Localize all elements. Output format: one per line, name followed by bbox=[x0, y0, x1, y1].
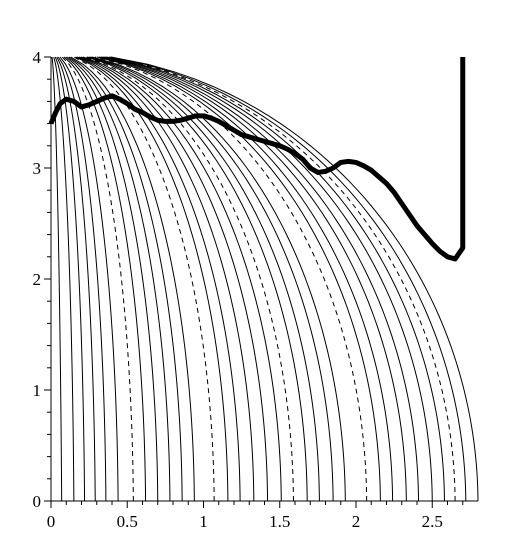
contour-line-7 bbox=[61, 56, 134, 502]
contour-line-27 bbox=[100, 56, 407, 502]
axes: 0 0.5 1 1.5 2 2.5 0 1 2 3 4 bbox=[33, 48, 478, 531]
contour-line-6 bbox=[59, 56, 119, 502]
series-line-1 bbox=[48, 57, 466, 262]
contour-line-10 bbox=[67, 56, 171, 502]
contour-line-21 bbox=[88, 56, 320, 502]
contour-line-9 bbox=[65, 56, 159, 502]
contour-lines bbox=[51, 56, 479, 502]
y-tick-label-3: 2 bbox=[33, 270, 42, 289]
y-tick-label-5: 4 bbox=[33, 48, 42, 67]
contour-line-5 bbox=[57, 56, 107, 502]
contour-line-12 bbox=[70, 56, 195, 502]
contour-line-22 bbox=[90, 56, 334, 502]
contour-line-19 bbox=[84, 56, 294, 502]
contour-line-17 bbox=[81, 56, 269, 502]
contour-line-3 bbox=[54, 56, 86, 502]
contour-line-8 bbox=[63, 56, 147, 502]
y-tick-label-1: 0 bbox=[33, 492, 42, 511]
contour-line-15 bbox=[77, 56, 241, 502]
contour-line-1 bbox=[51, 56, 63, 502]
contour-line-25 bbox=[97, 56, 381, 502]
contour-line-14 bbox=[75, 56, 229, 502]
contour-line-2 bbox=[53, 56, 75, 502]
y-tick-label-2: 1 bbox=[33, 381, 42, 400]
x-tick-label-4: 1.5 bbox=[269, 512, 290, 531]
x-tick-label-1: 0 bbox=[47, 512, 56, 531]
contour-line-13 bbox=[73, 56, 215, 502]
x-tick-label-5: 2 bbox=[352, 512, 361, 531]
contour-line-11 bbox=[68, 56, 183, 502]
contour-line-16 bbox=[79, 56, 255, 502]
x-tick-label-6: 2.5 bbox=[422, 512, 443, 531]
contour-line-28 bbox=[102, 56, 420, 502]
contour-line-20 bbox=[86, 56, 308, 502]
contour-line-4 bbox=[56, 56, 96, 502]
contour-line-26 bbox=[98, 56, 394, 502]
contour-line-23 bbox=[92, 56, 346, 502]
contour-line-30 bbox=[106, 56, 445, 502]
contour-line-33 bbox=[110, 56, 479, 502]
contour-line-18 bbox=[82, 56, 282, 502]
contour-line-32 bbox=[109, 56, 467, 502]
x-tick-label-3: 1 bbox=[199, 512, 208, 531]
contour-line-31 bbox=[107, 56, 456, 502]
x-tick-label-2: 0.5 bbox=[117, 512, 138, 531]
contour-line-29 bbox=[104, 56, 433, 502]
main-series bbox=[48, 57, 466, 262]
y-tick-label-4: 3 bbox=[33, 159, 42, 178]
contour-line-24 bbox=[95, 56, 368, 502]
